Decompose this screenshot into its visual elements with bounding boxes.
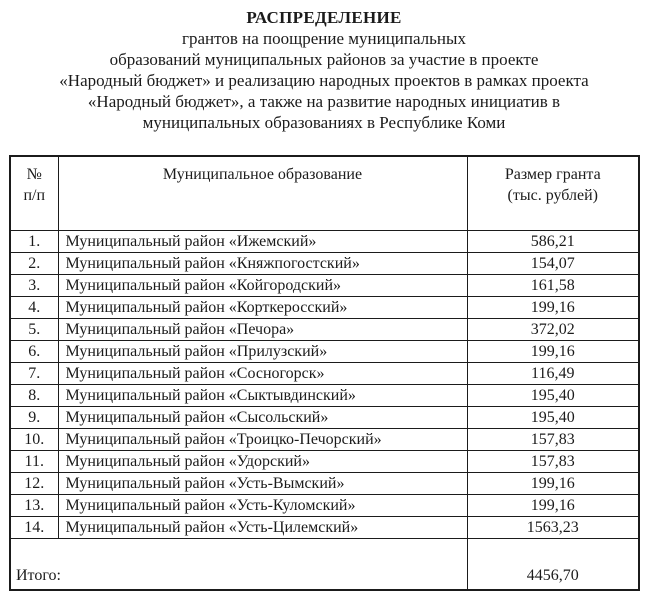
row-number: 5.: [9, 318, 59, 341]
total-label: Итого:: [9, 538, 468, 591]
municipality-name: Муниципальный район «Удорский»: [57, 450, 468, 473]
municipality-name: Муниципальный район «Сыктывдинский»: [57, 384, 468, 407]
table-row: 11. Муниципальный район «Удорский» 157,8…: [9, 450, 640, 473]
municipality-name: Муниципальный район «Корткеросский»: [57, 296, 468, 319]
subtitle-line: «Народный бюджет», а также на развитие н…: [87, 92, 561, 111]
municipality-name: Муниципальный район «Койгородский»: [57, 274, 468, 297]
table-row: 9. Муниципальный район «Сысольский» 195,…: [9, 406, 640, 429]
row-number: 9.: [9, 406, 59, 429]
grant-value: 195,40: [466, 406, 640, 429]
municipality-name: Муниципальный район «Княжпогостский»: [57, 252, 468, 275]
row-number: 13.: [9, 494, 59, 517]
row-number: 10.: [9, 428, 59, 451]
grant-value: 1563,23: [466, 516, 640, 539]
row-number: 2.: [9, 252, 59, 275]
row-number: 7.: [9, 362, 59, 385]
table-row: 14. Муниципальный район «Усть-Цилемский»…: [9, 516, 640, 539]
page-title: РАСПРЕДЕЛЕНИЕ: [246, 8, 402, 27]
row-number: 12.: [9, 472, 59, 495]
municipality-name: Муниципальный район «Усть-Куломский»: [57, 494, 468, 517]
document-header: РАСПРЕДЕЛЕНИЕ грантов на поощрение муниц…: [0, 0, 648, 133]
subtitle-line: грантов на поощрение муниципальных: [182, 29, 466, 48]
table-row: 7. Муниципальный район «Сосногорск» 116,…: [9, 362, 640, 385]
table-row: 6. Муниципальный район «Прилузский» 199,…: [9, 340, 640, 363]
grant-value: 199,16: [466, 472, 640, 495]
municipality-name: Муниципальный район «Сысольский»: [57, 406, 468, 429]
row-number: 6.: [9, 340, 59, 363]
grant-value: 199,16: [466, 340, 640, 363]
municipality-name: Муниципальный район «Печора»: [57, 318, 468, 341]
row-number: 11.: [9, 450, 59, 473]
row-number: 3.: [9, 274, 59, 297]
table-row: 5. Муниципальный район «Печора» 372,02: [9, 318, 640, 341]
municipality-name: Муниципальный район «Троицко-Печорский»: [57, 428, 468, 451]
municipality-name: Муниципальный район «Ижемский»: [57, 230, 468, 253]
grant-value: 157,83: [466, 428, 640, 451]
table-row: 1. Муниципальный район «Ижемский» 586,21: [9, 230, 640, 253]
table-row: 3. Муниципальный район «Койгородский» 16…: [9, 274, 640, 297]
header-row: № п/п Муниципальное образование Размер г…: [9, 155, 640, 231]
subtitle-line: «Народный бюджет» и реализацию народных …: [59, 71, 589, 90]
table-row: 10. Муниципальный район «Троицко-Печорск…: [9, 428, 640, 451]
subtitle-line: образований муниципальных районов за уча…: [109, 50, 539, 69]
subtitle-line: муниципальных образованиях в Республике …: [142, 113, 506, 132]
grant-value: 157,83: [466, 450, 640, 473]
table-body: 1. Муниципальный район «Ижемский» 586,21…: [9, 230, 640, 539]
municipality-name: Муниципальный район «Усть-Цилемский»: [57, 516, 468, 539]
grant-value: 199,16: [466, 494, 640, 517]
row-number: 1.: [9, 230, 59, 253]
municipality-name: Муниципальный район «Прилузский»: [57, 340, 468, 363]
table-row: 2. Муниципальный район «Княжпогостский» …: [9, 252, 640, 275]
total-row: Итого: 4456,70: [9, 538, 640, 591]
total-value: 4456,70: [466, 538, 640, 591]
grant-value: 372,02: [466, 318, 640, 341]
municipality-name: Муниципальный район «Усть-Вымский»: [57, 472, 468, 495]
grants-table: № п/п Муниципальное образование Размер г…: [9, 155, 640, 591]
grant-value: 199,16: [466, 296, 640, 319]
grant-value: 116,49: [466, 362, 640, 385]
table-row: 12. Муниципальный район «Усть-Вымский» 1…: [9, 472, 640, 495]
header-municipality: Муниципальное образование: [57, 155, 468, 231]
table-row: 13. Муниципальный район «Усть-Куломский»…: [9, 494, 640, 517]
grant-value: 586,21: [466, 230, 640, 253]
grant-value: 161,58: [466, 274, 640, 297]
row-number: 8.: [9, 384, 59, 407]
header-grant-size: Размер гранта (тыс. рублей): [466, 155, 640, 231]
row-number: 4.: [9, 296, 59, 319]
table-row: 4. Муниципальный район «Корткеросский» 1…: [9, 296, 640, 319]
table-row: 8. Муниципальный район «Сыктывдинский» 1…: [9, 384, 640, 407]
table-header: № п/п Муниципальное образование Размер г…: [9, 155, 640, 231]
grant-value: 195,40: [466, 384, 640, 407]
row-number: 14.: [9, 516, 59, 539]
grant-value: 154,07: [466, 252, 640, 275]
table-footer: Итого: 4456,70: [9, 538, 640, 591]
municipality-name: Муниципальный район «Сосногорск»: [57, 362, 468, 385]
header-row-number: № п/п: [9, 155, 59, 231]
